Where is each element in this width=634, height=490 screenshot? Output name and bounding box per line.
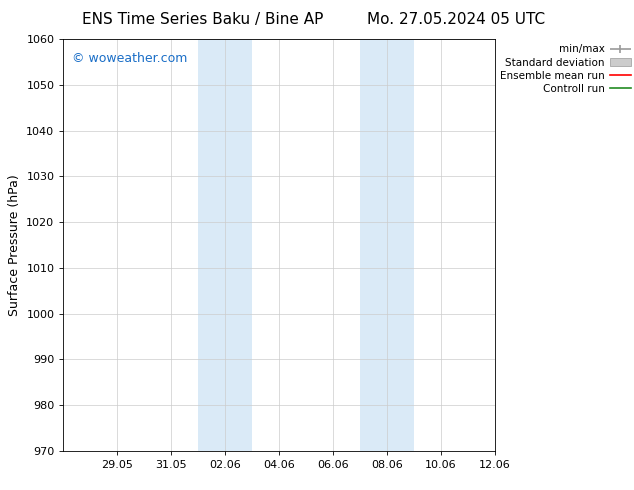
- Y-axis label: Surface Pressure (hPa): Surface Pressure (hPa): [8, 174, 21, 316]
- Text: Mo. 27.05.2024 05 UTC: Mo. 27.05.2024 05 UTC: [368, 12, 545, 27]
- Legend: min/max, Standard deviation, Ensemble mean run, Controll run: min/max, Standard deviation, Ensemble me…: [500, 45, 631, 94]
- Bar: [359, 39, 413, 451]
- Text: ENS Time Series Baku / Bine AP: ENS Time Series Baku / Bine AP: [82, 12, 323, 27]
- Bar: [198, 39, 252, 451]
- Text: © woweather.com: © woweather.com: [72, 51, 188, 65]
